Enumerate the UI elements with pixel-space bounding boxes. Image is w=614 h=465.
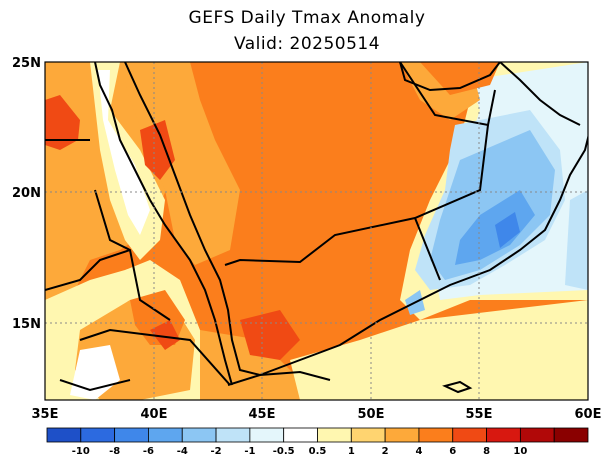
- coastlines-borders: [45, 62, 588, 394]
- border: [399, 62, 496, 127]
- colorbar-label: 6: [449, 446, 456, 457]
- lat-label-20n: 20N: [12, 186, 41, 201]
- colorbar-label: 1: [348, 446, 355, 457]
- colorbar-swatch: [384, 427, 420, 443]
- border: [45, 249, 131, 291]
- anomaly-zone: [45, 95, 80, 150]
- border: [224, 124, 489, 266]
- colorbar-swatch: [148, 427, 183, 443]
- colorbar-label: 8: [483, 446, 490, 457]
- anomaly-zone: [140, 120, 175, 180]
- anomaly-zone: [495, 212, 520, 248]
- lat-label-25n: 25N: [12, 56, 41, 71]
- colorbar-swatch: [317, 427, 352, 443]
- colorbar-label: 2: [382, 446, 389, 457]
- anomaly-zone: [565, 190, 588, 290]
- colorbar-swatch: [46, 427, 82, 443]
- colorbar-label: -10: [72, 446, 90, 457]
- lat-label-15n: 15N: [12, 317, 41, 332]
- colorbar-label: -6: [143, 446, 154, 457]
- colorbar-swatch: [519, 427, 555, 443]
- colorbar-swatch: [350, 427, 386, 443]
- anomaly-zone: [420, 62, 500, 95]
- colorbar-swatch: [114, 427, 149, 443]
- colorbar-swatch: [452, 427, 487, 443]
- lon-label-35e: 35E: [32, 407, 59, 422]
- colorbar-label: -4: [177, 446, 188, 457]
- colorbar-swatch: [80, 427, 116, 443]
- lon-label-45e: 45E: [249, 407, 276, 422]
- colorbar-swatch: [215, 427, 251, 443]
- coastline: [399, 62, 501, 92]
- border: [59, 379, 131, 392]
- colorbar-label: 0.5: [309, 446, 327, 457]
- map-subtitle: Valid: 20250514: [233, 34, 381, 54]
- lon-label-50e: 50E: [358, 407, 385, 422]
- colorbar-label: -2: [211, 446, 222, 457]
- anomaly-zone: [455, 190, 535, 265]
- coastline: [227, 370, 331, 386]
- colorbar-label: -1: [244, 446, 255, 457]
- anomaly-zone: [120, 62, 240, 265]
- border: [414, 217, 441, 281]
- anomaly-field: [45, 62, 588, 400]
- lon-label-60e: 60E: [575, 407, 602, 422]
- map-frame: [44, 61, 589, 401]
- colorbar-label: 10: [513, 446, 527, 457]
- map-title: GEFS Daily Tmax Anomaly: [188, 8, 426, 28]
- colorbar-swatch: [418, 427, 454, 443]
- colorbar-label: -0.5: [273, 446, 295, 457]
- lon-label-40e: 40E: [141, 407, 168, 422]
- colorbar-label: -8: [109, 446, 120, 457]
- colorbar-swatch: [283, 427, 318, 443]
- coastline: [124, 62, 588, 377]
- anomaly-zone: [98, 70, 150, 235]
- colorbar-swatch: [486, 427, 521, 443]
- colorbar-swatch: [249, 427, 285, 443]
- colorbar-label: 4: [415, 446, 422, 457]
- lon-label-55e: 55E: [466, 407, 493, 422]
- anomaly-zone: [150, 320, 180, 350]
- border: [79, 328, 231, 386]
- colorbar: -10 -8 -6 -4 -2 -1 -0.5 0.5 1 2 4 6 8 10: [46, 427, 589, 457]
- anomaly-zone: [290, 300, 588, 400]
- graticule: [45, 62, 588, 400]
- coastline: [499, 62, 581, 126]
- colorbar-swatch: [181, 427, 217, 443]
- coastline: [442, 380, 473, 394]
- colorbar-swatch: [553, 427, 589, 443]
- coastline: [94, 62, 233, 386]
